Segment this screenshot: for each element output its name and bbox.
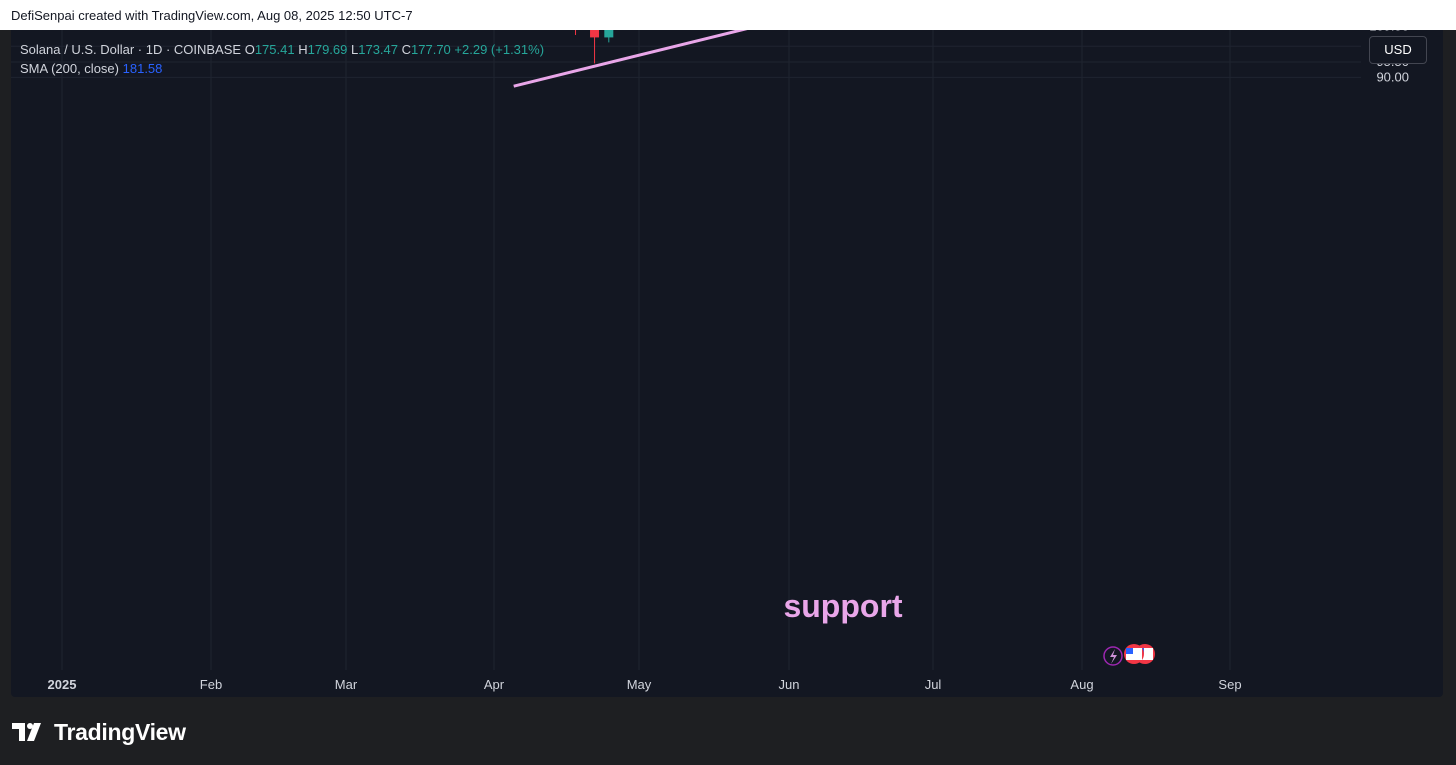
support-label: support: [783, 588, 902, 624]
legend-ohlc-row: Solana / U.S. Dollar · 1D · COINBASE O17…: [20, 40, 544, 59]
x-tick-label: Jul: [925, 677, 942, 692]
legend-high-label: H: [298, 42, 308, 57]
top-bar: DefiSenpai created with TradingView.com,…: [0, 0, 1456, 30]
x-axis: 2025 Feb Mar Apr May Jun Jul Aug Sep: [48, 677, 1242, 692]
us-flag-event-icon: [1124, 644, 1144, 664]
candles-group: [575, 30, 614, 64]
y-tick-label: 109.50: [1369, 30, 1409, 34]
events-group: [1103, 644, 1155, 666]
support-line-group: support: [513, 30, 903, 624]
legend-close: 177.70: [411, 42, 451, 57]
candle: [604, 30, 614, 43]
chart-grid: [11, 30, 1361, 670]
legend-open: 175.41: [254, 42, 295, 57]
x-tick-label: 2025: [48, 677, 77, 692]
support-trendline: [513, 30, 748, 88]
candle: [575, 30, 577, 35]
chart-legend: Solana / U.S. Dollar · 1D · COINBASE O17…: [20, 40, 544, 78]
legend-symbol: Solana / U.S. Dollar · 1D · COINBASE: [20, 42, 242, 57]
legend-close-label: C: [401, 42, 412, 57]
legend-sma-row: SMA (200, close) 181.58: [20, 59, 544, 78]
brand-name: TradingView: [54, 718, 186, 745]
x-tick-label: Aug: [1070, 677, 1093, 692]
x-tick-label: Jun: [779, 677, 800, 692]
x-tick-label: Feb: [200, 677, 222, 692]
legend-low: 173.47: [358, 42, 398, 57]
x-tick-label: Sep: [1218, 677, 1241, 692]
x-tick-label: Apr: [484, 677, 505, 692]
candle-body: [590, 30, 600, 38]
currency-button[interactable]: USD: [1369, 36, 1427, 64]
x-tick-label: Mar: [335, 677, 358, 692]
x-tick-label: May: [627, 677, 652, 692]
footer-brand: TradingView: [12, 716, 186, 748]
flash-icon-bolt: [1110, 649, 1117, 664]
y-tick-label: 90.00: [1376, 69, 1409, 84]
legend-sma-label: SMA (200, close): [20, 61, 119, 76]
candle-body: [604, 30, 614, 38]
legend-open-label: O: [244, 42, 255, 57]
candle: [590, 30, 600, 64]
flash-event-icon: [1103, 646, 1123, 666]
legend-change: +2.29 (+1.31%): [454, 42, 545, 57]
legend-high: 179.69: [307, 42, 348, 57]
tradingview-logo-icon: [12, 723, 41, 741]
legend-sma-value: 181.58: [122, 61, 163, 76]
flag-icon-canton: [1126, 648, 1133, 654]
legend-low-label: L: [351, 42, 359, 57]
author-credit: DefiSenpai created with TradingView.com,…: [11, 8, 413, 23]
